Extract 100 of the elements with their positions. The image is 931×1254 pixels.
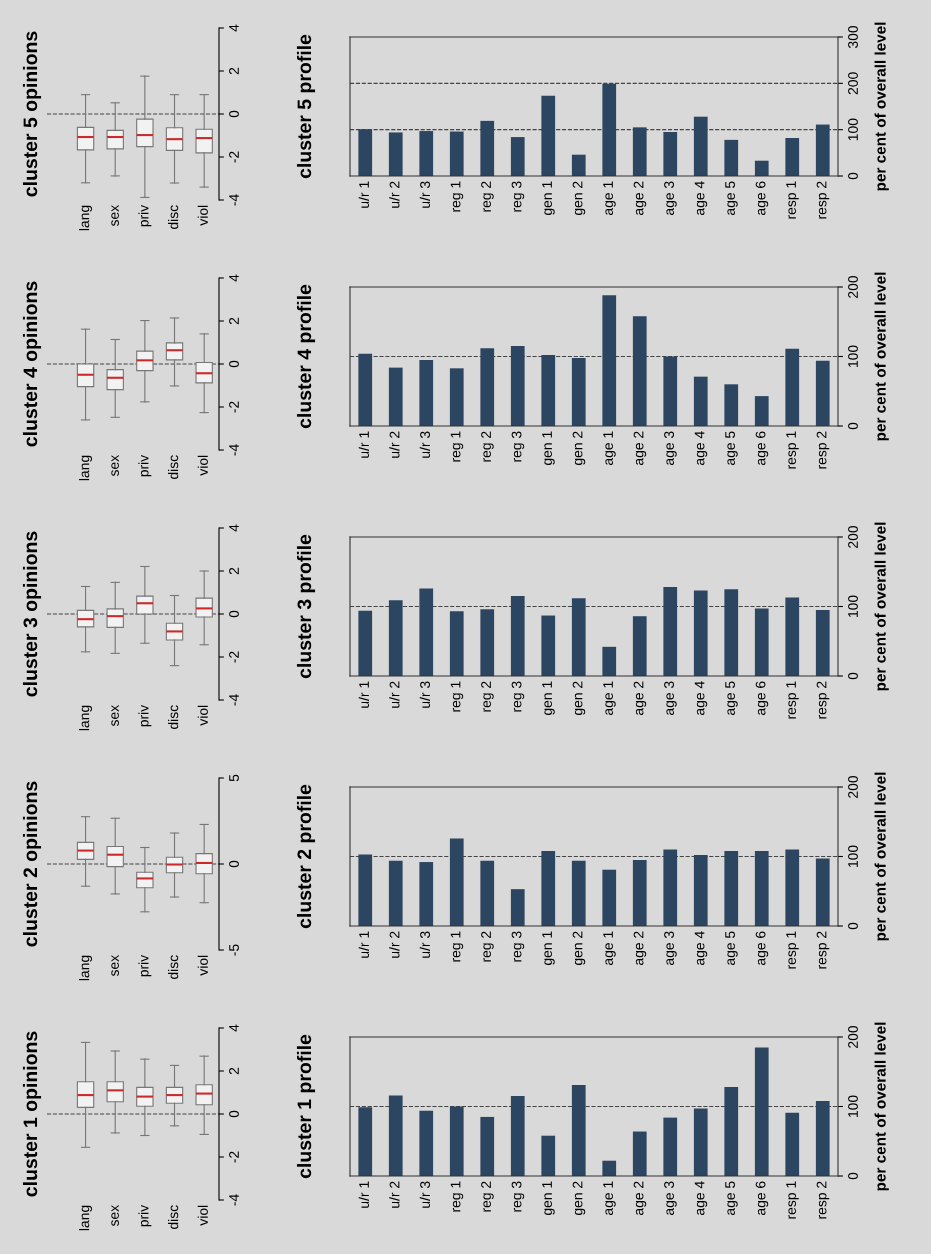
bar [449,611,464,676]
y-tick-label: -4 [229,444,239,456]
x-tick-label: resp 2 [816,431,830,469]
bar [480,609,495,676]
x-tick-label: resp 1 [786,1181,799,1219]
x-tick-label: age 2 [633,931,647,966]
y-tick-label: 4 [229,24,239,32]
x-tick-label: u/r 2 [389,931,400,958]
bar [754,396,769,426]
x-tick-label: sex [111,1205,119,1227]
bar [449,131,464,176]
x-tick-label: gen 1 [542,181,555,216]
x-tick-label: reg 1 [450,931,464,962]
bar [449,368,464,426]
bar [419,131,434,176]
y-tick-label: 5 [229,774,239,782]
x-tick-label: resp 2 [816,681,830,719]
bar [632,859,647,926]
x-tick-label: gen 1 [542,431,555,466]
bar [480,120,495,176]
y-tick-label: 0 [229,610,239,618]
bar [754,608,769,676]
bar [541,355,556,426]
x-tick-label: lang [79,455,93,481]
y-tick-label: 2 [229,567,239,575]
x-tick-label: gen 1 [542,1181,555,1216]
x-tick-label: age 6 [755,1181,769,1216]
bar [602,1160,617,1176]
y-tick-label: 4 [229,274,239,282]
bar [693,590,708,676]
bar [602,646,617,676]
x-tick-label: sex [111,205,119,227]
y-tick-label: 300 [848,25,858,49]
bar [785,849,800,926]
y-tick-label: 2 [229,317,239,325]
y-tick-label: 4 [229,1024,239,1032]
bar [419,359,434,426]
x-tick-label: age 5 [725,931,738,966]
x-tick-label: sex [111,455,119,477]
x-tick-label: u/r 3 [419,181,430,208]
x-tick-label: age 4 [694,681,708,716]
x-tick-label: age 2 [633,431,647,466]
y-tick-label: -2 [229,401,239,413]
bar [724,589,739,676]
x-tick-label: lang [79,955,93,981]
bar [510,889,525,926]
x-tick-label: viol [197,455,208,476]
x-tick-label: viol [197,1205,208,1226]
x-tick-label: age 6 [755,181,769,216]
x-tick-label: u/r 2 [389,181,400,208]
x-tick-label: gen 2 [572,1181,586,1216]
bar [571,154,586,176]
x-tick-label: lang [79,205,93,231]
bar [785,1112,800,1176]
x-tick-label: age 5 [725,1181,738,1216]
x-tick-label: reg 2 [481,181,494,212]
y-tick-label: 100 [848,845,858,868]
bar [724,850,739,926]
x-tick-label: reg 3 [511,181,525,212]
bar [693,855,708,926]
bar [663,849,678,926]
bar [510,1096,525,1176]
bar [358,854,373,926]
bar [693,116,708,176]
x-tick-label: age 3 [664,181,677,216]
x-tick-label: reg 3 [511,681,525,712]
y-tick-label: 2 [229,67,239,75]
y-tick-label: -2 [229,1151,239,1163]
bar [785,597,800,676]
y-tick-label: 200 [848,775,858,798]
bar [449,838,464,926]
x-tick-label: sex [111,705,119,727]
y-axis-title: per cent of overall level [874,272,889,441]
x-tick-label: age 5 [725,681,738,716]
bar [663,131,678,176]
x-tick-label: u/r 2 [389,1181,400,1208]
x-tick-label: priv [138,204,152,227]
x-tick-label: age 2 [633,681,647,716]
x-tick-label: resp 1 [786,431,799,469]
y-axis-title: per cent of overall level [874,772,889,941]
y-tick-label: 0 [229,110,239,118]
bar [632,316,647,426]
bar [541,615,556,676]
bar [419,1110,434,1176]
x-tick-label: u/r 1 [358,931,369,958]
bar [510,596,525,676]
bar [358,353,373,426]
bar [724,1087,739,1176]
x-tick-label: u/r 1 [358,681,369,708]
bar [510,346,525,426]
x-tick-label: resp 1 [786,681,799,719]
x-tick-label: resp 2 [816,931,830,969]
bar [663,587,678,676]
x-tick-label: age 6 [755,431,769,466]
x-tick-label: age 4 [694,181,708,216]
bar [541,850,556,926]
text: cluster 3 profile [296,534,316,679]
y-tick-label: -4 [229,194,239,206]
bar [815,360,830,426]
x-tick-label: u/r 3 [419,431,430,458]
